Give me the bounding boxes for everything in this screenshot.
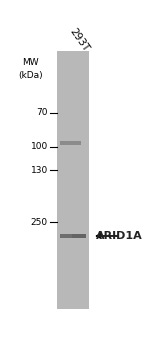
- Bar: [60, 234, 86, 239]
- Text: 100: 100: [31, 142, 48, 151]
- Bar: [57, 51, 88, 309]
- Text: 70: 70: [36, 108, 48, 117]
- Text: (kDa): (kDa): [18, 71, 43, 80]
- Bar: [60, 141, 81, 145]
- Text: 250: 250: [31, 218, 48, 227]
- Text: 130: 130: [31, 166, 48, 175]
- Text: MW: MW: [22, 58, 39, 67]
- Text: 293T: 293T: [68, 27, 91, 54]
- Text: ARID1A: ARID1A: [96, 231, 142, 241]
- Bar: [60, 234, 72, 239]
